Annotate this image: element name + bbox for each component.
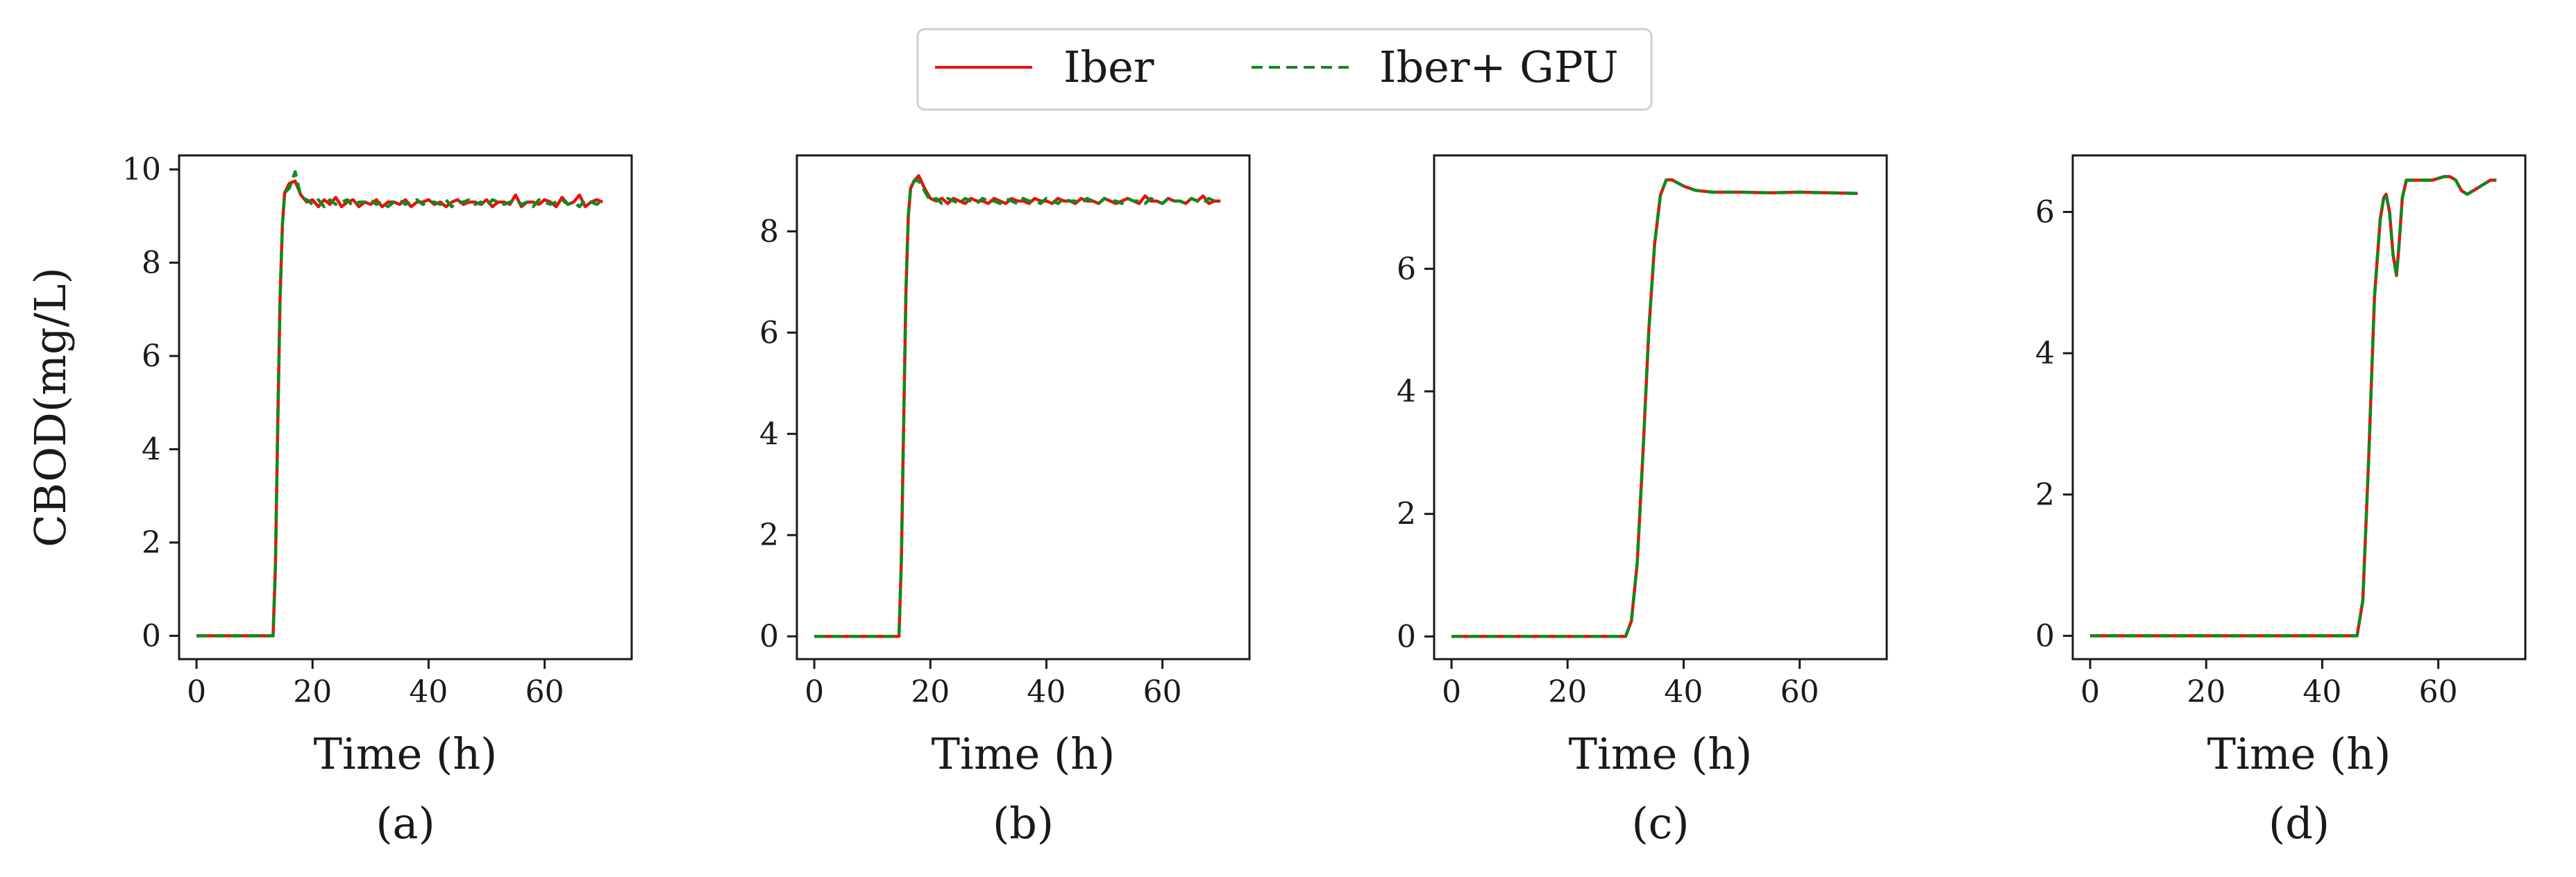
series-line-iber-gpu (1451, 178, 1858, 638)
y-tick-label: 2 (2035, 477, 2055, 513)
series-line-iber (196, 179, 604, 638)
y-tick-label: 6 (142, 339, 161, 374)
y-tick-label: 0 (1397, 619, 1416, 654)
y-tick-label: 10 (122, 152, 161, 187)
y-tick-label: 4 (759, 416, 779, 452)
plot-frame (795, 154, 1251, 661)
legend: Iber Iber+ GPU (916, 28, 1653, 111)
series-line-iber (2090, 175, 2497, 638)
x-tick-label: 60 (1143, 674, 1182, 710)
y-tick-label: 6 (1397, 251, 1416, 287)
y-tick-label: 4 (2035, 336, 2055, 371)
chart-panel-a: 0 20 40 60 0 2 4 6 8 10 Time (h) CBOD(mg/L) (a) (25, 152, 633, 849)
x-tick-label: 0 (2080, 674, 2100, 710)
plot-frame (178, 154, 633, 661)
x-axis-label: Time (h) (314, 729, 498, 779)
x-axis-label: Time (h) (2207, 729, 2391, 779)
plot-frame (2071, 154, 2527, 661)
chart-panel-d: 0 20 40 60 0 2 4 6 Time (h) (d) (2035, 154, 2527, 849)
panel-caption: (b) (993, 798, 1054, 849)
x-tick-label: 40 (1664, 674, 1703, 710)
x-tick-label: 40 (2303, 674, 2341, 710)
series-line-iber-gpu (196, 170, 604, 638)
x-tick-label: 20 (1548, 674, 1587, 710)
y-tick-label: 2 (1397, 497, 1416, 532)
series-line-iber (814, 173, 1221, 638)
y-tick-label: 0 (142, 618, 161, 654)
series-line-iber-gpu (2090, 175, 2497, 638)
x-tick-label: 20 (293, 674, 332, 710)
y-tick-label: 4 (1397, 374, 1416, 409)
y-tick-label: 0 (759, 619, 779, 654)
series-line-iber-gpu (814, 179, 1221, 638)
x-tick-label: 60 (1781, 674, 1819, 710)
y-tick-label: 6 (759, 315, 779, 350)
x-axis-label: Time (h) (932, 729, 1116, 779)
x-tick-label: 20 (911, 674, 950, 710)
legend-frame (916, 28, 1653, 111)
x-axis-label: Time (h) (1569, 729, 1753, 779)
panel-caption: (c) (1631, 798, 1689, 849)
panel-caption: (a) (376, 798, 435, 849)
y-tick-label: 8 (142, 246, 161, 281)
panel-caption: (d) (2268, 798, 2330, 849)
y-tick-label: 8 (759, 214, 779, 249)
y-tick-label: 2 (759, 518, 779, 553)
y-tick-label: 0 (2035, 618, 2055, 654)
x-tick-label: 0 (1442, 674, 1461, 710)
legend-label-iber-gpu: Iber+ GPU (1379, 42, 1619, 92)
x-tick-label: 0 (805, 674, 824, 710)
x-tick-label: 40 (409, 674, 448, 710)
legend-label-iber: Iber (1063, 42, 1154, 92)
chart-panel-c: 0 20 40 60 0 2 4 6 Time (h) (c) (1397, 154, 1888, 849)
chart-panel-b: 0 20 40 60 0 2 4 6 8 Time (h) (b) (759, 154, 1251, 849)
y-tick-label: 6 (2035, 194, 2055, 230)
y-tick-label: 2 (142, 525, 161, 561)
y-axis-label: CBOD(mg/L) (25, 267, 76, 547)
x-tick-label: 60 (525, 674, 564, 710)
y-tick-label: 4 (142, 432, 161, 468)
x-tick-label: 0 (187, 674, 206, 710)
x-tick-label: 40 (1027, 674, 1066, 710)
plot-frame (1433, 154, 1888, 661)
x-tick-label: 60 (2419, 674, 2458, 710)
x-tick-label: 20 (2187, 674, 2225, 710)
